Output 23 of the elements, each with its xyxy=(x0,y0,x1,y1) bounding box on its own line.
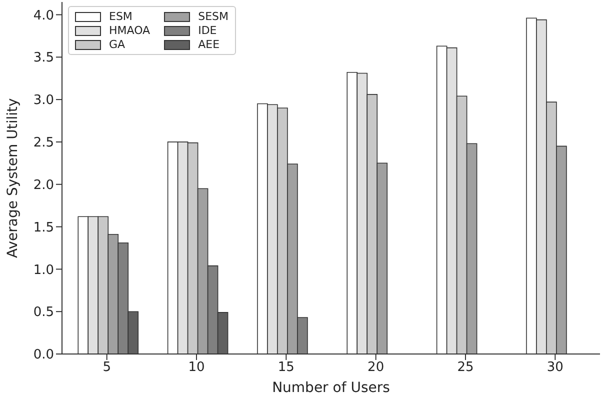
legend-label: ESM xyxy=(109,10,132,23)
y-tick-label: 3.5 xyxy=(33,50,54,66)
y-tick-label: 1.0 xyxy=(33,262,54,278)
x-tick-label: 15 xyxy=(278,360,294,376)
y-tick-label: 2.0 xyxy=(33,178,54,193)
y-tick-label: 0.5 xyxy=(33,305,54,320)
y-tick-label: 2.5 xyxy=(33,136,54,151)
x-tick-label: 30 xyxy=(546,360,564,376)
legend-label: SESM xyxy=(198,10,228,23)
y-tick-label: 3.0 xyxy=(33,93,54,108)
legend-label: HMAOA xyxy=(109,24,150,37)
y-tick-label: 4.0 xyxy=(33,8,54,24)
y-tick-label: 0.0 xyxy=(33,348,54,363)
y-axis-title: Average System Utility xyxy=(4,98,21,258)
x-axis-title: Number of Users xyxy=(272,380,390,396)
legend-label: IDE xyxy=(198,24,217,37)
x-tick-label: 5 xyxy=(102,360,111,376)
x-tick-label: 25 xyxy=(457,360,474,376)
x-tick-label: 10 xyxy=(188,360,205,376)
y-tick-label: 1.5 xyxy=(33,220,54,236)
legend-label: GA xyxy=(109,38,126,51)
x-tick-label: 20 xyxy=(368,360,384,376)
legend-label: AEE xyxy=(198,38,220,51)
